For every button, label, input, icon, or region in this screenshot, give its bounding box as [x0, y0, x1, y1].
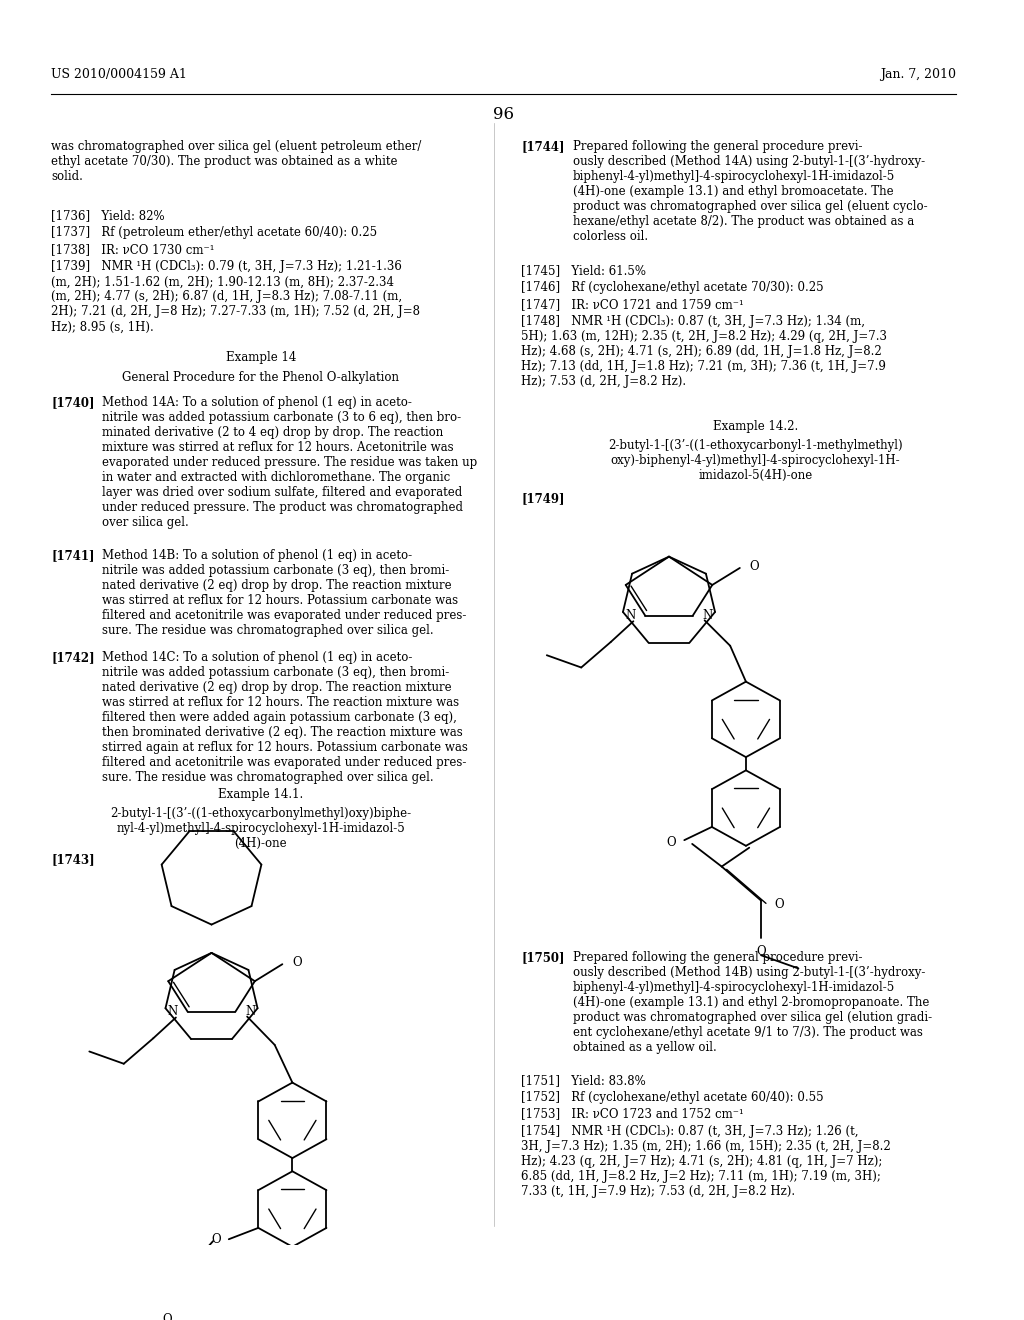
- Text: O: O: [162, 1313, 172, 1320]
- Text: Method 14B: To a solution of phenol (1 eq) in aceto-
nitrile was added potassium: Method 14B: To a solution of phenol (1 e…: [102, 549, 467, 638]
- Text: Prepared following the general procedure previ-
ously described (Method 14A) usi: Prepared following the general procedure…: [572, 140, 927, 243]
- Text: [1754]   NMR ¹H (CDCl₃): 0.87 (t, 3H, J=7.3 Hz); 1.26 (t,
3H, J=7.3 Hz); 1.35 (m: [1754] NMR ¹H (CDCl₃): 0.87 (t, 3H, J=7.…: [521, 1125, 891, 1197]
- Text: O: O: [211, 1233, 221, 1246]
- Text: [1753]   IR: νCO 1723 and 1752 cm⁻¹: [1753] IR: νCO 1723 and 1752 cm⁻¹: [521, 1107, 744, 1121]
- Text: Method 14A: To a solution of phenol (1 eq) in aceto-
nitrile was added potassium: Method 14A: To a solution of phenol (1 e…: [102, 396, 477, 529]
- Text: US 2010/0004159 A1: US 2010/0004159 A1: [51, 67, 187, 81]
- Text: O: O: [775, 898, 784, 911]
- Text: [1739]   NMR ¹H (CDCl₃): 0.79 (t, 3H, J=7.3 Hz); 1.21-1.36
(m, 2H); 1.51-1.62 (m: [1739] NMR ¹H (CDCl₃): 0.79 (t, 3H, J=7.…: [51, 260, 420, 334]
- Text: O: O: [667, 836, 677, 849]
- Text: [1738]   IR: νCO 1730 cm⁻¹: [1738] IR: νCO 1730 cm⁻¹: [51, 243, 215, 256]
- Text: O: O: [750, 560, 759, 573]
- Text: Example 14.1.: Example 14.1.: [218, 788, 303, 801]
- Text: [1744]: [1744]: [521, 140, 565, 153]
- Text: Jan. 7, 2010: Jan. 7, 2010: [881, 67, 956, 81]
- Text: [1740]: [1740]: [51, 396, 94, 409]
- Text: 96: 96: [494, 106, 514, 123]
- Text: General Procedure for the Phenol O-alkylation: General Procedure for the Phenol O-alkyl…: [122, 371, 399, 384]
- Text: [1747]   IR: νCO 1721 and 1759 cm⁻¹: [1747] IR: νCO 1721 and 1759 cm⁻¹: [521, 298, 744, 312]
- Text: [1745]   Yield: 61.5%: [1745] Yield: 61.5%: [521, 264, 646, 277]
- Text: Prepared following the general procedure previ-
ously described (Method 14B) usi: Prepared following the general procedure…: [572, 950, 932, 1053]
- Text: N: N: [702, 609, 713, 622]
- Text: 2-butyl-1-[(3’-((1-ethoxycarbonyl-1-methylmethyl)
oxy)-biphenyl-4-yl)methyl]-4-s: 2-butyl-1-[(3’-((1-ethoxycarbonyl-1-meth…: [608, 438, 903, 482]
- Text: [1752]   Rf (cyclohexane/ethyl acetate 60/40): 0.55: [1752] Rf (cyclohexane/ethyl acetate 60/…: [521, 1090, 824, 1104]
- Text: [1736]   Yield: 82%: [1736] Yield: 82%: [51, 210, 165, 223]
- Text: N: N: [625, 609, 635, 622]
- Text: N: N: [245, 1006, 255, 1018]
- Text: was chromatographed over silica gel (eluent petroleum ether/
ethyl acetate 70/30: was chromatographed over silica gel (elu…: [51, 140, 422, 182]
- Text: [1751]   Yield: 83.8%: [1751] Yield: 83.8%: [521, 1073, 646, 1086]
- Text: [1749]: [1749]: [521, 492, 565, 506]
- Text: [1748]   NMR ¹H (CDCl₃): 0.87 (t, 3H, J=7.3 Hz); 1.34 (m,
5H); 1.63 (m, 12H); 2.: [1748] NMR ¹H (CDCl₃): 0.87 (t, 3H, J=7.…: [521, 315, 888, 388]
- Text: [1746]   Rf (cyclohexane/ethyl acetate 70/30): 0.25: [1746] Rf (cyclohexane/ethyl acetate 70/…: [521, 281, 824, 294]
- Text: [1737]   Rf (petroleum ether/ethyl acetate 60/40): 0.25: [1737] Rf (petroleum ether/ethyl acetate…: [51, 227, 377, 239]
- Text: [1742]: [1742]: [51, 651, 95, 664]
- Text: [1741]: [1741]: [51, 549, 94, 562]
- Text: O: O: [757, 945, 766, 958]
- Text: O: O: [292, 956, 302, 969]
- Text: Example 14.2.: Example 14.2.: [713, 420, 798, 433]
- Text: Method 14C: To a solution of phenol (1 eq) in aceto-
nitrile was added potassium: Method 14C: To a solution of phenol (1 e…: [102, 651, 468, 784]
- Text: [1750]: [1750]: [521, 950, 565, 964]
- Text: N: N: [168, 1006, 178, 1018]
- Text: Example 14: Example 14: [225, 351, 296, 364]
- Text: [1743]: [1743]: [51, 853, 95, 866]
- Text: 2-butyl-1-[(3’-((1-ethoxycarbonylmethyl)oxy)biphe-
nyl-4-yl)methyl]-4-spirocyclo: 2-butyl-1-[(3’-((1-ethoxycarbonylmethyl)…: [111, 807, 412, 850]
